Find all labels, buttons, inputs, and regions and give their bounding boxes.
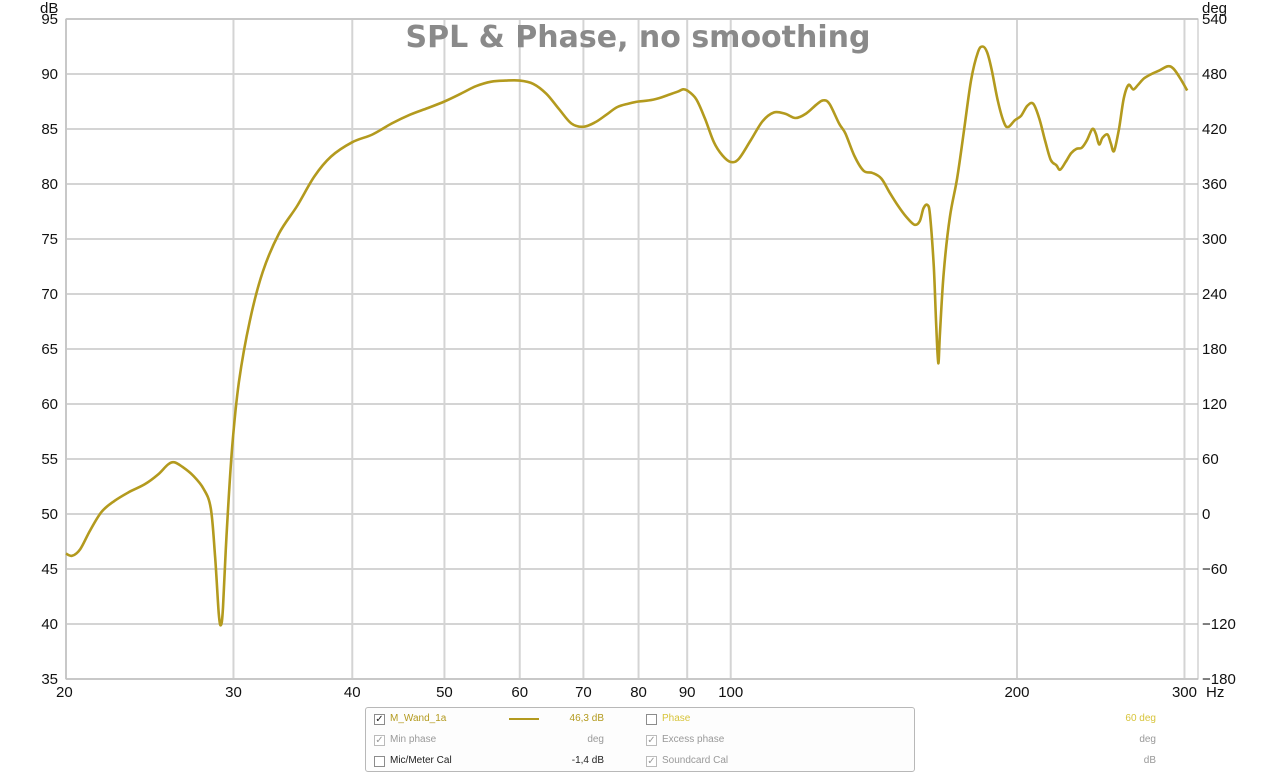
y-tick-label: 70	[41, 286, 58, 303]
legend-item-phase: Phase 60 deg	[646, 712, 1156, 726]
x-tick-label: 40	[344, 684, 361, 701]
plot-area[interactable]	[65, 18, 1199, 680]
y2-tick-label: 480	[1202, 66, 1227, 83]
x-tick-label: 30	[225, 684, 242, 701]
y-axis-unit: dB	[40, 0, 58, 17]
legend-label-excess-phase: Excess phase	[662, 734, 725, 745]
y2-tick-label: −120	[1202, 616, 1236, 633]
x-axis-ticks: 20 30 40 50 60 70 80 90 100 200 300	[56, 684, 1197, 701]
y-tick-label: 60	[41, 396, 58, 413]
y-tick-label: 90	[41, 66, 58, 83]
x-tick-label: 60	[511, 684, 528, 701]
legend-item-excess-phase: ✓ Excess phase deg	[646, 733, 1156, 747]
legend-label-mic-meter-cal: Mic/Meter Cal	[390, 755, 452, 766]
y2-tick-label: 0	[1202, 506, 1210, 523]
y-tick-label: 55	[41, 451, 58, 468]
legend-checkbox-min-phase[interactable]: ✓	[374, 735, 385, 746]
legend-line-swatch	[509, 718, 539, 720]
x-tick-label: 300	[1172, 684, 1197, 701]
x-tick-label: 70	[575, 684, 592, 701]
legend-checkbox-phase[interactable]	[646, 714, 657, 725]
legend-checkbox-excess-phase[interactable]: ✓	[646, 735, 657, 746]
y2-tick-label: −60	[1202, 561, 1227, 578]
y2-axis-unit: deg	[1202, 0, 1227, 17]
x-tick-label: 100	[718, 684, 743, 701]
y-tick-label: 75	[41, 231, 58, 248]
y-tick-label: 65	[41, 341, 58, 358]
legend-item-min-phase: ✓ Min phase deg	[374, 733, 624, 747]
y-tick-label: 95	[41, 11, 58, 28]
legend-value-min-phase: deg	[587, 734, 604, 745]
y2-axis-ticks: −180 −120 −60 0 60 120 180 240 300 360 420 480 540	[1202, 11, 1236, 688]
y-tick-label: 80	[41, 176, 58, 193]
legend-label-soundcard-cal: Soundcard Cal	[662, 755, 729, 766]
chart-grid	[65, 18, 1198, 680]
x-tick-label: 80	[630, 684, 647, 701]
y2-tick-label: 120	[1202, 396, 1227, 413]
legend-value-soundcard-cal: dB	[1143, 755, 1156, 766]
y-tick-label: 35	[41, 671, 58, 688]
legend-label-min-phase: Min phase	[390, 734, 437, 745]
chart-title: SPL & Phase, no smoothing	[406, 20, 871, 55]
y-tick-label: 50	[41, 506, 58, 523]
y-tick-label: 40	[41, 616, 58, 633]
legend-value-phase: 60 deg	[1125, 713, 1156, 724]
legend-label-m-wand-1a: M_Wand_1a	[390, 713, 447, 724]
y2-tick-label: −180	[1202, 671, 1236, 688]
x-tick-label: 90	[679, 684, 696, 701]
legend-value-excess-phase: deg	[1139, 734, 1156, 745]
y2-tick-label: 540	[1202, 11, 1227, 28]
series-line-m-wand-1a	[65, 45, 1189, 627]
x-axis-unit: Hz	[1206, 684, 1224, 701]
y-axis-ticks: 35 40 45 50 55 60 65 70 75 80 85 90 95	[41, 11, 58, 688]
legend-label-phase: Phase	[662, 713, 691, 724]
x-tick-label: 200	[1004, 684, 1029, 701]
y2-tick-label: 360	[1202, 176, 1227, 193]
y-tick-label: 85	[41, 121, 58, 138]
y2-tick-label: 300	[1202, 231, 1227, 248]
legend-panel: ✓ M_Wand_1a 46,3 dB Phase 60 deg ✓ Min phase de…	[365, 707, 1156, 772]
legend-item-mic-meter-cal: Mic/Meter Cal -1,4 dB	[374, 754, 624, 768]
legend-checkbox-mic-meter-cal[interactable]	[374, 756, 385, 767]
legend-item-m-wand-1a: ✓ M_Wand_1a 46,3 dB	[374, 712, 624, 726]
y2-tick-label: 60	[1202, 451, 1219, 468]
x-tick-label: 50	[436, 684, 453, 701]
legend-value-m-wand-1a: 46,3 dB	[569, 713, 604, 724]
legend-checkbox-soundcard-cal[interactable]: ✓	[646, 756, 657, 767]
legend-checkbox-m-wand-1a[interactable]: ✓	[374, 714, 385, 725]
y2-tick-label: 420	[1202, 121, 1227, 138]
x-tick-label: 20	[56, 684, 73, 701]
y-tick-label: 45	[41, 561, 58, 578]
y2-tick-label: 240	[1202, 286, 1227, 303]
legend-item-soundcard-cal: ✓ Soundcard Cal dB	[646, 754, 1156, 768]
y2-tick-label: 180	[1202, 341, 1227, 358]
legend-value-mic-meter-cal: -1,4 dB	[571, 755, 604, 766]
series-group	[65, 45, 1189, 627]
